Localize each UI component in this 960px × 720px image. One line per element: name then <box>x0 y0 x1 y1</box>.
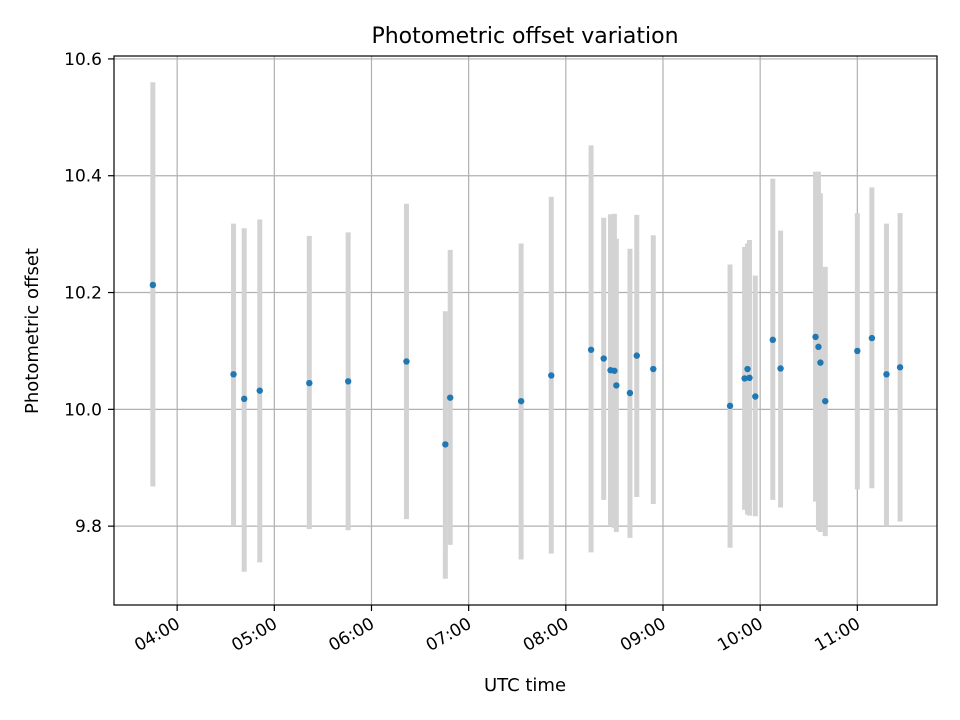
data-points <box>149 281 904 448</box>
data-point <box>868 334 876 342</box>
data-point <box>442 441 449 448</box>
data-point <box>752 393 759 400</box>
data-point <box>403 358 410 365</box>
data-point <box>650 365 657 373</box>
data-point <box>741 375 748 382</box>
data-point <box>883 371 890 378</box>
y-tick-label: 10.0 <box>64 400 102 420</box>
data-point <box>744 365 751 373</box>
data-point <box>626 389 634 397</box>
data-point <box>241 395 248 403</box>
data-point <box>769 336 776 344</box>
grid <box>114 56 937 605</box>
data-point <box>600 355 607 362</box>
data-point <box>256 387 263 394</box>
data-point <box>854 347 861 355</box>
data-point <box>812 333 819 341</box>
data-point <box>896 364 904 371</box>
data-point <box>446 394 454 401</box>
data-point <box>230 371 237 378</box>
plot-area-frame <box>113 55 938 606</box>
data-point <box>344 378 352 385</box>
y-tick-label: 9.8 <box>75 517 102 537</box>
data-point <box>746 374 753 382</box>
y-tick-label: 10.2 <box>64 284 102 304</box>
chart-title: Photometric offset variation <box>371 24 678 49</box>
y-axis-ticks: 9.8 10.0 10.2 10.4 10.6 <box>64 50 114 537</box>
data-point <box>149 281 157 289</box>
data-point <box>306 379 313 387</box>
data-point <box>611 367 618 374</box>
data-point <box>777 365 784 372</box>
data-point <box>815 343 822 351</box>
data-point <box>817 359 824 366</box>
data-point <box>633 352 640 359</box>
data-point <box>822 397 829 405</box>
data-point <box>613 382 620 389</box>
y-axis-label: Photometric offset <box>22 248 43 414</box>
y-tick-label: 10.4 <box>64 167 102 187</box>
data-point <box>517 397 525 405</box>
data-point <box>548 372 555 379</box>
x-axis-label: UTC time <box>484 675 566 696</box>
y-tick-label: 10.6 <box>64 50 102 70</box>
data-point <box>587 346 595 353</box>
data-point <box>726 402 734 410</box>
